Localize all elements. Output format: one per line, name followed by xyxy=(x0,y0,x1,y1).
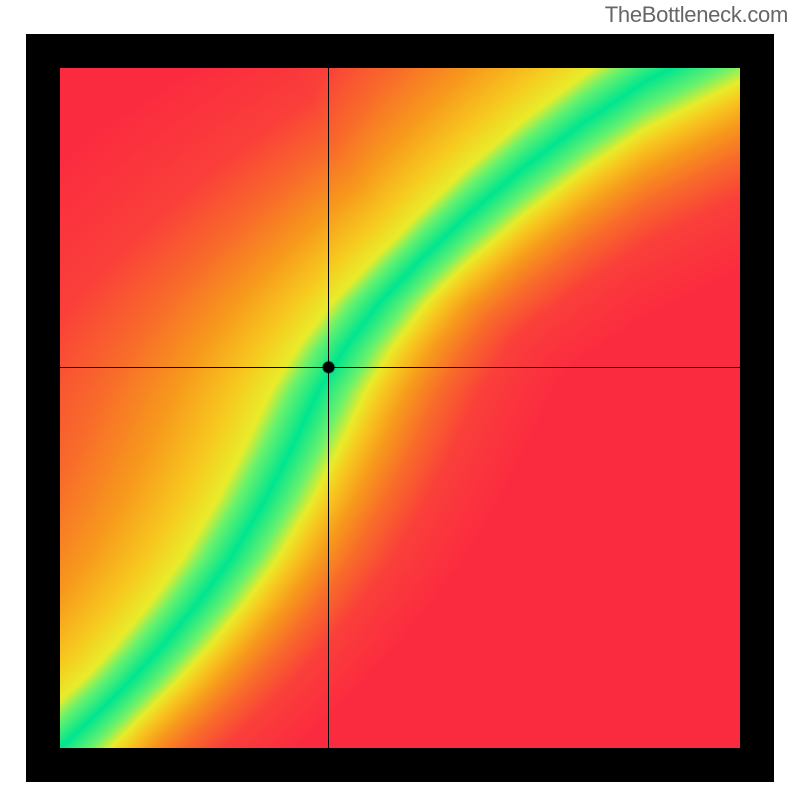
heatmap-canvas xyxy=(60,68,740,748)
chart-container: TheBottleneck.com xyxy=(0,0,800,800)
watermark-text: TheBottleneck.com xyxy=(605,2,788,28)
crosshair-vertical xyxy=(328,68,329,748)
crosshair-horizontal xyxy=(60,367,740,368)
plot-area xyxy=(60,68,740,748)
chart-outer-frame xyxy=(26,34,774,782)
